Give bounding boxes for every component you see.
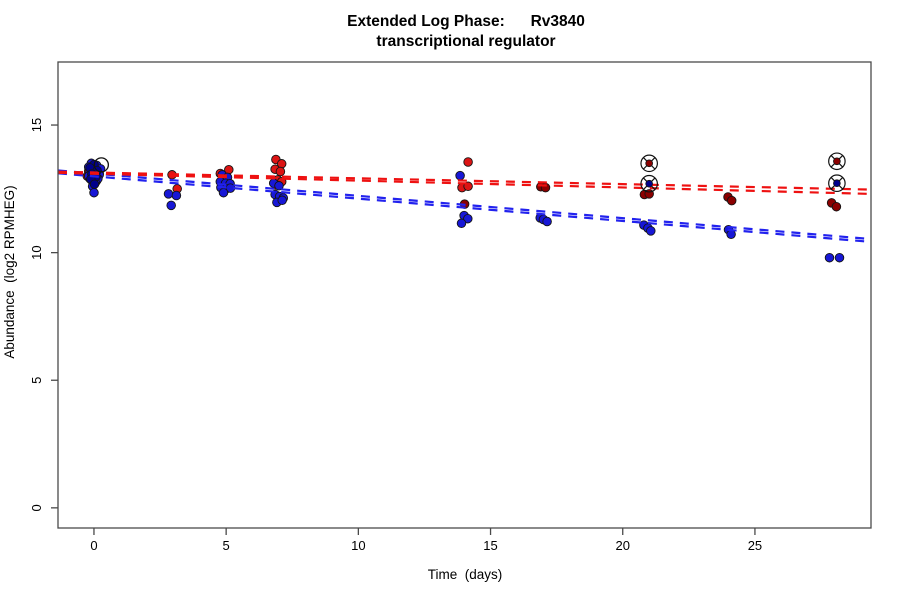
red-point: [275, 166, 286, 177]
outlier-circle: [828, 152, 846, 171]
x-tick-label: 15: [483, 538, 497, 553]
red-fit-b-trend-line: [57, 171, 872, 195]
y-tick-label: 10: [29, 245, 44, 259]
chart-title-line1: Extended Log Phase: Rv3840: [347, 13, 585, 30]
outlier-dot: [645, 179, 653, 188]
blue-point: [824, 252, 835, 263]
outlier-circle: [640, 174, 658, 193]
outlier-marker: [828, 174, 846, 193]
axes: 0 5 10 15 20 25 0 5 10 15: [29, 61, 872, 553]
outlier-marker: [640, 174, 658, 193]
plot-box: [57, 61, 872, 529]
blue-point: [456, 218, 467, 229]
blue-point: [163, 189, 174, 199]
outlier-dot: [833, 157, 841, 166]
blue-point: [218, 187, 229, 198]
blue-point: [455, 170, 465, 181]
outlier-marker: [640, 154, 658, 173]
red-fit-a-trend-line: [57, 170, 872, 191]
blue-point: [277, 195, 287, 206]
navy-point: [89, 179, 100, 189]
blue-point: [646, 226, 656, 236]
blue-point: [274, 181, 284, 191]
blue-point: [463, 213, 473, 224]
outlier-circle: [828, 174, 846, 193]
chart-title-line2: transcriptional regulator: [376, 33, 555, 50]
x-tick-label: 25: [748, 538, 762, 553]
darkred-point: [831, 201, 842, 212]
x-tick-label: 10: [351, 538, 365, 553]
y-tick-label: 15: [29, 118, 44, 132]
blue-point: [171, 190, 182, 201]
open-circle-marker: [93, 157, 110, 173]
x-tick-label: 5: [223, 538, 230, 553]
blue-fit-b-trend-line: [57, 172, 872, 243]
outlier-marker: [828, 152, 846, 171]
darkred-point: [726, 195, 737, 206]
outlier-circle: [640, 154, 658, 173]
x-tick-label: 0: [90, 538, 97, 553]
y-axis-label: Abundance (log2 RPMHEG): [2, 185, 17, 358]
outlier-dot: [833, 179, 841, 188]
x-axis-label: Time (days): [428, 567, 503, 582]
outlier-dot: [645, 159, 653, 168]
blue-point: [834, 252, 845, 263]
plot-area: [57, 152, 872, 263]
y-tick-label: 0: [29, 504, 44, 511]
blue-point: [89, 187, 99, 198]
y-tick-label: 5: [29, 377, 44, 384]
blue-fit-a-trend-line: [57, 169, 872, 241]
red-point: [463, 157, 473, 167]
blue-point: [542, 216, 552, 227]
x-tick-label: 20: [616, 538, 630, 553]
blue-point: [166, 200, 176, 211]
